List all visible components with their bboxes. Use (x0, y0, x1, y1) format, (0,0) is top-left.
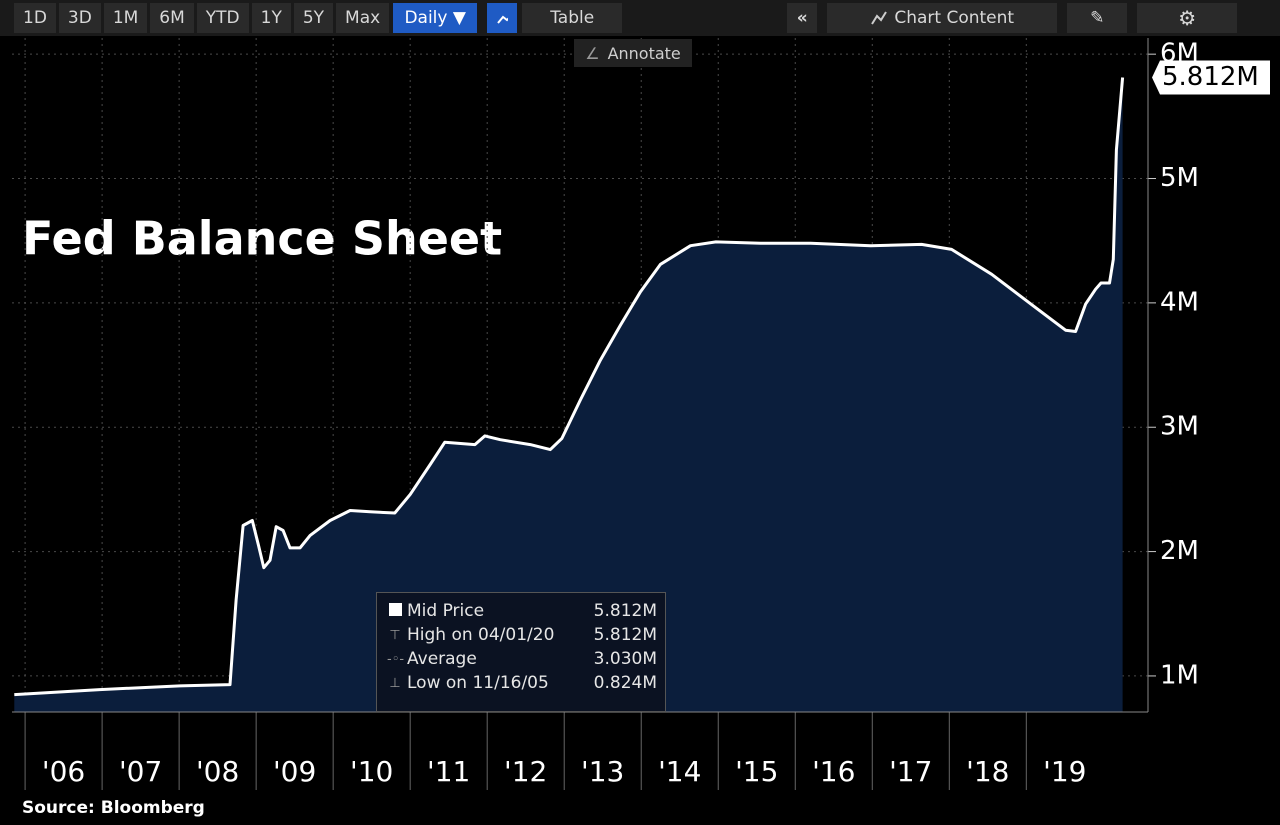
x-tick-label: '13 (581, 755, 624, 788)
line-chart-icon (497, 15, 509, 24)
legend-name: Average (407, 649, 477, 669)
area (14, 77, 1123, 712)
chart-title: Fed Balance Sheet (22, 212, 502, 266)
legend-name: High on 04/01/20 (407, 625, 555, 645)
range-button[interactable]: YTD (196, 3, 249, 33)
legend-row: ⊤ High on 04/01/20 5.812M (387, 623, 657, 647)
table-button[interactable]: Table (522, 3, 623, 33)
x-tick-label: '06 (42, 755, 85, 788)
x-tick-label: '12 (504, 755, 547, 788)
range-button[interactable]: 1D (14, 3, 56, 33)
legend-icon: ⊤ (389, 627, 401, 643)
collapse-button[interactable]: « (787, 3, 818, 33)
chart-content-label: Chart Content (894, 8, 1015, 28)
legend: Mid Price 5.812M ⊤ High on 04/01/20 5.812M -◦… (376, 592, 666, 712)
range-button[interactable]: Max (336, 3, 390, 33)
line (14, 77, 1125, 697)
frequency-button[interactable]: Daily ▼ (393, 3, 478, 33)
x-tick-label: '19 (1043, 755, 1086, 788)
legend-value: 5.812M (593, 625, 657, 645)
legend-icon: -◦- (387, 651, 405, 667)
y-tick-label: 4M (1160, 287, 1199, 317)
toolbar: 1D 3D 1M 6M YTD 1Y 5Y Max Daily ▼ Table « Chart… (0, 0, 1280, 36)
y-tick-label: 2M (1160, 536, 1199, 566)
legend-row: ⊥ Low on 11/16/05 0.824M (387, 671, 657, 695)
legend-name: Low on 11/16/05 (407, 673, 549, 693)
legend-row: -◦- Average 3.030M (387, 647, 657, 671)
x-tick-label: '16 (812, 755, 855, 788)
legend-value: 0.824M (593, 673, 657, 693)
x-tick-label: '15 (735, 755, 778, 788)
last-price-box (1152, 60, 1270, 95)
legend-value: 3.030M (593, 649, 657, 669)
y-tick-label: 5M (1160, 163, 1199, 193)
range-buttons: 1D 3D 1M 6M YTD 1Y 5Y Max (11, 3, 390, 33)
range-button[interactable]: 5Y (293, 3, 334, 33)
range-button[interactable]: 6M (150, 3, 194, 33)
y-tick-label: 1M (1160, 660, 1199, 690)
range-button[interactable]: 3D (58, 3, 101, 33)
y-tick-label: 3M (1160, 412, 1199, 442)
annotate-label: Annotate (607, 43, 681, 63)
edit-button[interactable]: ✎ (1067, 3, 1128, 33)
legend-value: 5.812M (593, 601, 657, 621)
legend-icon (387, 602, 403, 620)
chart-content-button[interactable]: Chart Content (827, 3, 1058, 33)
x-tick-label: '09 (273, 755, 316, 788)
annotate-button[interactable]: ∠ Annotate (574, 39, 692, 67)
annotate-icon: ∠ (585, 43, 600, 63)
x-tick-label: '17 (889, 755, 932, 788)
legend-icon: ⊥ (389, 675, 401, 691)
chart-content-icon (871, 11, 888, 25)
range-button[interactable]: 1M (103, 3, 148, 33)
x-tick-label: '10 (350, 755, 393, 788)
legend-name: Mid Price (407, 601, 485, 621)
last-price-label: 5.812M (1162, 62, 1259, 92)
last-price-tag: 5.812M (1152, 60, 1270, 95)
x-tick-label: '07 (119, 755, 162, 788)
settings-button[interactable]: ⚙ (1137, 3, 1238, 33)
legend-row: Mid Price 5.812M (387, 599, 657, 623)
x-tick-label: '14 (658, 755, 701, 788)
source: Source: Bloomberg (22, 798, 205, 818)
line-chart-button[interactable] (487, 3, 518, 33)
x-tick-label: '18 (966, 755, 1009, 788)
data (14, 77, 1125, 712)
x-tick-label: '08 (196, 755, 239, 788)
x-tick-label: '11 (427, 755, 470, 788)
range-button[interactable]: 1Y (251, 3, 291, 33)
